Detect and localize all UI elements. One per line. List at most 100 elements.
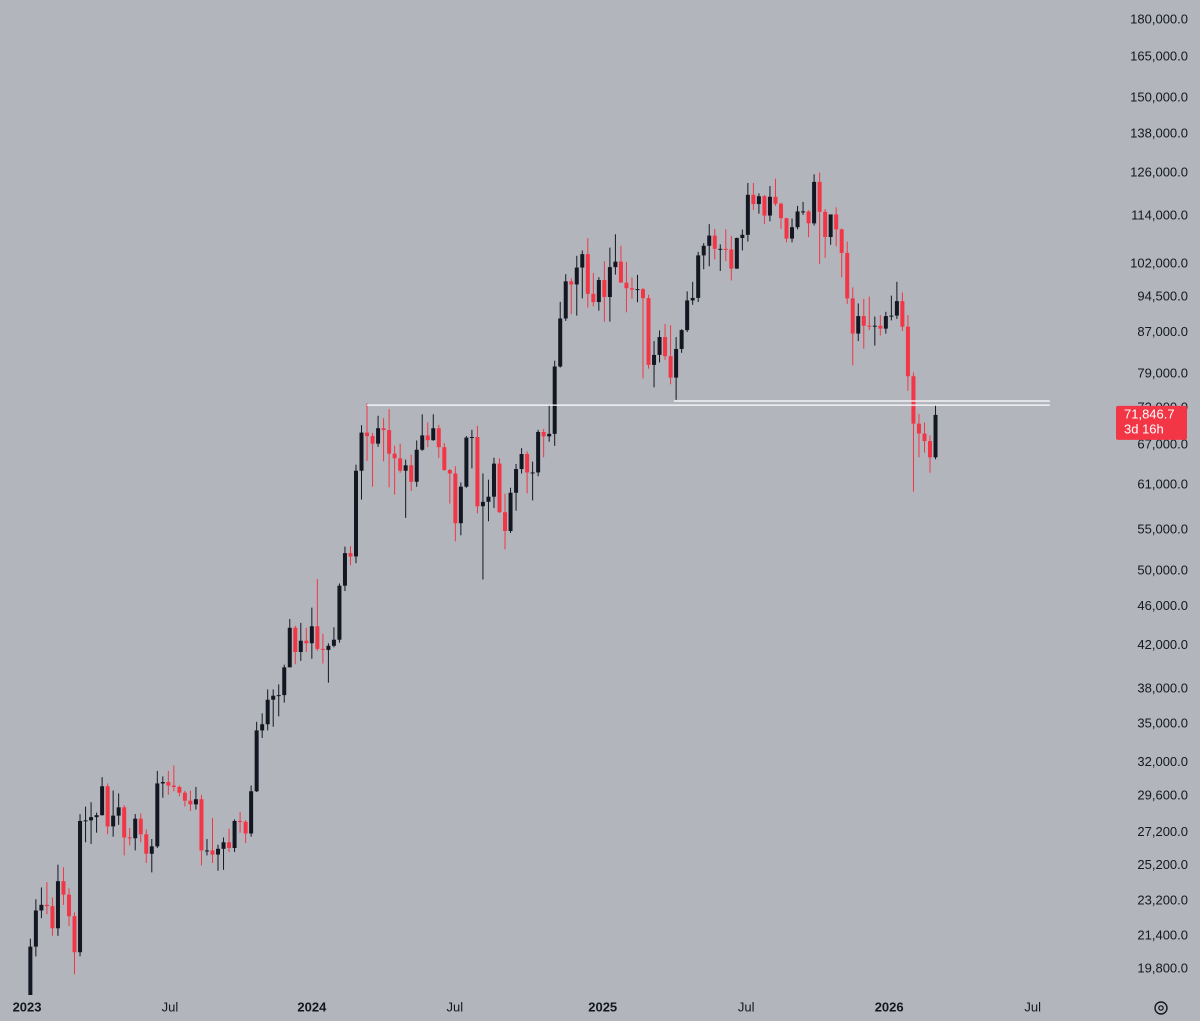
candle-body — [867, 325, 872, 327]
candle-body — [486, 496, 491, 502]
y-tick-label: 55,000.0 — [1137, 521, 1188, 536]
candle-body — [663, 337, 668, 357]
candle-body — [784, 218, 789, 239]
candle-body — [823, 211, 828, 237]
candle-body — [574, 267, 579, 285]
candle-body — [536, 431, 541, 473]
candle-body — [127, 837, 132, 839]
candle-body — [613, 261, 618, 268]
candle-body — [204, 850, 209, 852]
candle-body — [729, 249, 734, 269]
candle-body — [778, 203, 783, 219]
candle-body — [287, 627, 292, 668]
candle-body — [458, 486, 463, 524]
candle-body — [480, 501, 485, 507]
plot-area — [28, 172, 1050, 995]
candle-body — [414, 449, 419, 482]
candle-body — [618, 261, 623, 283]
candle-body — [712, 235, 717, 249]
candle-body — [282, 667, 287, 696]
candle-body — [514, 469, 519, 493]
candle-body — [525, 454, 530, 473]
candle-body — [326, 645, 331, 650]
candle-body — [751, 194, 756, 205]
price-tag-label: 71,846.7 — [1124, 406, 1175, 421]
candle-body — [911, 376, 916, 424]
candle-body — [861, 316, 866, 326]
y-tick-label: 150,000.0 — [1130, 90, 1188, 105]
candle-body — [674, 348, 679, 378]
candle-body — [596, 280, 601, 303]
candle-body — [160, 782, 165, 784]
candle-body — [834, 214, 839, 230]
candle-body — [767, 196, 772, 216]
candle-body — [856, 316, 861, 334]
candle-body — [547, 433, 552, 437]
candle-body — [629, 288, 634, 290]
candle-body — [872, 325, 877, 327]
candle-body — [790, 227, 795, 239]
candle-body — [817, 181, 822, 212]
x-tick-label: 2024 — [297, 999, 327, 1014]
candle-body — [293, 627, 298, 652]
candle-body — [342, 553, 347, 586]
candle-body — [431, 428, 436, 441]
candle-body — [652, 354, 657, 365]
y-tick-label: 126,000.0 — [1130, 165, 1188, 180]
y-tick-label: 94,500.0 — [1137, 288, 1188, 303]
candle-body — [530, 472, 535, 474]
candle-body — [558, 318, 563, 367]
axes: 180,000.0 165,000.0 150,000.0 138,000.0 126,… — [13, 11, 1188, 1014]
settings-icon[interactable] — [1154, 1001, 1168, 1015]
y-tick-label: 21,400.0 — [1137, 927, 1188, 942]
candle-body — [850, 298, 855, 334]
candle-body — [403, 465, 408, 471]
candle-body — [66, 894, 71, 917]
candle-body — [928, 441, 933, 458]
candle-body — [563, 281, 568, 319]
y-tick-label: 29,600.0 — [1137, 788, 1188, 803]
candle-body — [420, 435, 425, 450]
candle-body — [508, 492, 513, 531]
candle-body — [320, 648, 325, 650]
candle-body — [387, 430, 392, 454]
candle-body — [249, 791, 254, 834]
candle-body — [883, 316, 888, 329]
candle-body — [933, 414, 938, 458]
candle-body — [78, 820, 83, 953]
candle-body — [503, 512, 508, 531]
candle-body — [232, 820, 237, 848]
candle-body — [39, 904, 44, 911]
candle-body — [812, 181, 817, 224]
candle-body — [44, 904, 49, 907]
y-tick-label: 42,000.0 — [1137, 637, 1188, 652]
candle-body — [83, 820, 88, 822]
x-tick-label: Jul — [1024, 999, 1041, 1014]
y-tick-label: 61,000.0 — [1137, 477, 1188, 492]
candle-body — [298, 640, 303, 652]
candle-body — [61, 881, 66, 895]
x-tick-label: 2025 — [588, 999, 617, 1014]
candle-body — [707, 235, 712, 246]
candle-body — [701, 245, 706, 256]
candle-body — [28, 946, 33, 995]
y-tick-label: 79,000.0 — [1137, 366, 1188, 381]
candle-body — [646, 298, 651, 365]
candle-body — [265, 699, 270, 725]
candle-body — [442, 447, 447, 471]
candle-body — [916, 423, 921, 434]
candle-body — [602, 280, 607, 298]
candle-body — [756, 196, 761, 205]
x-tick-label: Jul — [738, 999, 755, 1014]
candle-body — [894, 301, 899, 316]
candle-body — [409, 465, 414, 482]
price-tag — [1116, 405, 1187, 440]
candle-body — [359, 432, 364, 471]
candle-body — [276, 695, 281, 697]
candle-body — [100, 786, 105, 816]
candle-body — [425, 435, 430, 441]
candle-body — [260, 724, 265, 731]
candle-body — [398, 458, 403, 471]
candle-body — [905, 326, 910, 377]
y-tick-label: 114,000.0 — [1131, 208, 1188, 223]
